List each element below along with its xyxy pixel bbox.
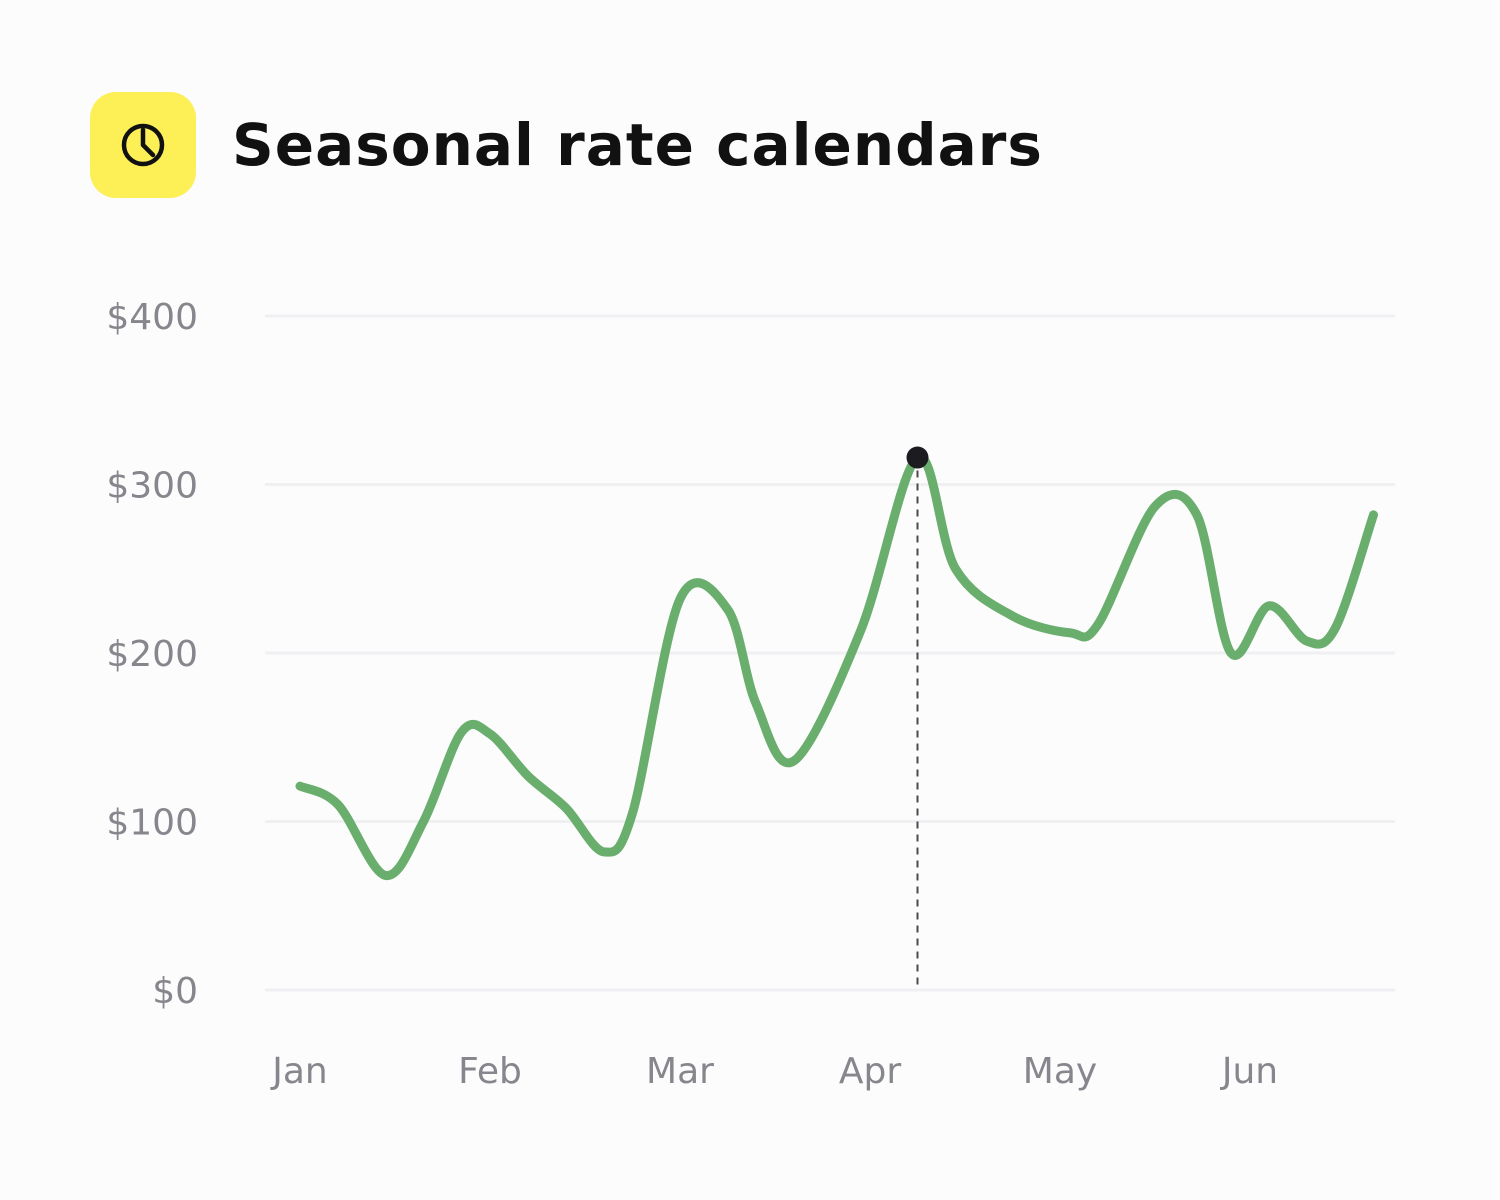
x-tick-label: Mar [646, 1051, 714, 1092]
y-axis-ticks: $0 $100 $200 $300 $400 [106, 297, 198, 1012]
y-tick-label: $300 [106, 466, 198, 507]
x-tick-label: May [1023, 1051, 1097, 1092]
x-tick-label: Jan [270, 1051, 328, 1092]
y-tick-label: $200 [106, 634, 198, 675]
x-tick-label: Jun [1220, 1051, 1278, 1092]
x-axis-ticks: Jan Feb Mar Apr May Jun [270, 1051, 1278, 1092]
x-tick-label: Feb [458, 1051, 522, 1092]
rate-line [295, 452, 1378, 880]
y-tick-label: $0 [152, 971, 198, 1012]
chart-header: Seasonal rate calendars [90, 92, 1043, 198]
chart-marks [295, 446, 1378, 990]
y-tick-label: $400 [106, 297, 198, 338]
page-title: Seasonal rate calendars [232, 111, 1043, 179]
highlight-point[interactable] [906, 446, 929, 469]
clock-icon [90, 92, 196, 198]
x-tick-label: Apr [839, 1051, 901, 1092]
y-tick-label: $100 [106, 803, 198, 844]
grid-lines [265, 314, 1395, 992]
